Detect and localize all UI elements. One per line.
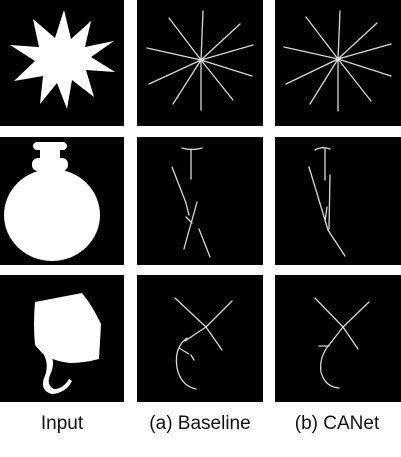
input-star-panel xyxy=(0,0,124,126)
bottle-skeleton-lines xyxy=(308,147,346,257)
input-bag-panel xyxy=(0,275,124,402)
star-silhouette xyxy=(10,10,115,109)
canet-star-skeleton xyxy=(275,0,401,126)
bag-skeleton-lines xyxy=(314,297,370,389)
baseline-bottle-skeleton xyxy=(137,137,263,265)
input-bottle-panel xyxy=(0,137,124,265)
star-skeleton-lines xyxy=(146,10,254,111)
star-skeleton-lines xyxy=(283,10,392,112)
baseline-bag-skeleton xyxy=(137,275,263,402)
canet-bag-skeleton xyxy=(275,275,401,402)
baseline-star-skeleton xyxy=(137,0,263,126)
caption-canet: (b) CANet xyxy=(294,413,380,434)
caption-input: Input xyxy=(40,413,84,434)
canet-bottle-skeleton xyxy=(275,137,401,265)
bag-skeleton-lines xyxy=(174,297,233,390)
caption-baseline: (a) Baseline xyxy=(149,413,251,434)
bottle-skeleton-lines xyxy=(171,147,211,258)
bottle-silhouette xyxy=(4,142,100,261)
bag-silhouette xyxy=(34,293,101,394)
